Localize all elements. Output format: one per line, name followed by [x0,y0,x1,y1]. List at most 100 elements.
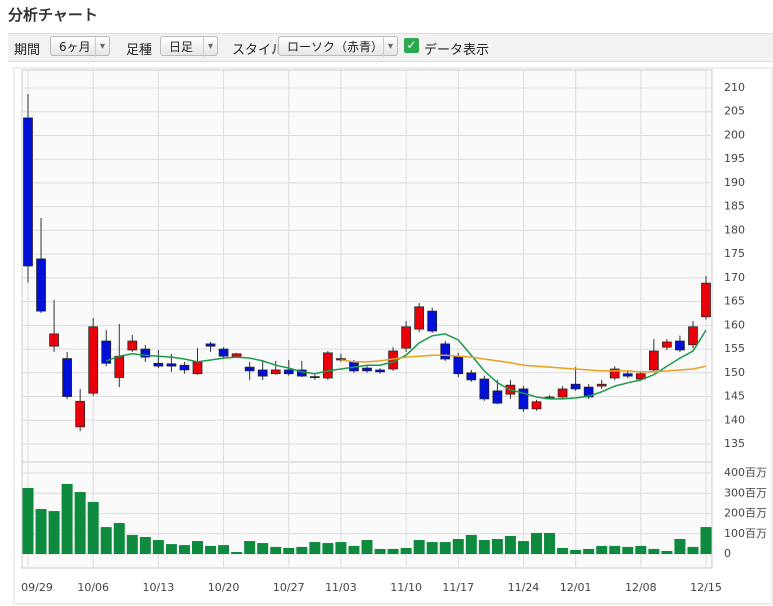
y-tick-label: 100百万 [724,527,767,540]
candle-body [257,369,268,377]
y-tick-label: 200 [724,128,745,141]
volume-bar [335,542,347,554]
kind-select[interactable]: 日足 [160,36,218,57]
volume-bar [700,527,712,554]
volume-bar [452,539,464,554]
volume-bar [139,536,151,554]
volume-bar [270,546,282,554]
y-tick-label: 300百万 [724,486,767,499]
y-tick-label: 205 [724,105,745,118]
y-tick-label: 140 [724,413,745,426]
candle-body [49,333,59,347]
volume-bar [322,543,334,554]
candle-body [283,369,294,375]
candle-body [662,341,672,348]
x-tick-label: 12/01 [560,581,592,594]
candle-body [23,117,33,267]
volume-bar [231,551,243,554]
x-tick-label: 12/15 [690,581,722,594]
volume-bar [687,546,699,554]
candle-body [466,372,477,381]
period-select[interactable]: 6ヶ月 [50,36,110,57]
kind-label: 足種 [126,43,153,58]
volume-bar [152,540,164,554]
volume-bar [165,544,177,554]
candle-body [36,258,46,312]
volume-bar [583,548,595,554]
y-tick-label: 200百万 [724,507,767,520]
y-tick-label: 210 [724,81,745,94]
volume-bar [465,534,477,554]
x-tick-label: 11/10 [390,581,422,594]
candle-body [518,388,529,410]
x-tick-label: 11/03 [325,581,357,594]
volume-bar [126,534,138,554]
volume-bar [283,547,295,554]
moving-average [340,354,707,373]
volume-bar [661,550,673,554]
volume-bar [557,547,569,554]
candle-body [309,376,320,378]
volume-bar [674,539,686,554]
volume-bar [100,527,112,554]
y-tick-label: 0 [724,547,731,560]
volume-bar [648,548,660,554]
volume-bar [570,549,582,554]
volume-bar [609,545,621,554]
x-tick-label: 11/17 [442,581,474,594]
volume-bar [22,487,34,554]
candle-body [583,386,594,398]
candle-body [62,358,72,397]
volume-bar [61,483,73,554]
candle-body [440,343,451,360]
candle-body [101,340,112,364]
candle-body [153,362,164,367]
candle-body [218,348,229,357]
x-tick-label: 10/13 [143,581,175,594]
x-tick-label: 09/29 [21,581,53,594]
candle-body [362,367,372,372]
x-tick-label: 10/06 [77,581,109,594]
x-tick-label: 12/08 [625,581,657,594]
volume-bar [531,532,542,554]
volume-bar [35,509,47,554]
period-label: 期間 [14,43,41,58]
checkbox[interactable]: ✓ [404,38,419,53]
x-tick-label: 10/27 [273,581,305,594]
y-tick-label: 165 [724,295,745,308]
y-tick-label: 145 [724,390,745,403]
y-tick-label: 400百万 [724,466,767,479]
volume-bar [87,501,99,554]
volume-bar [361,540,373,554]
y-tick-label: 170 [724,271,745,284]
volume-bar [596,545,608,554]
candle-body [596,383,607,387]
volume-bar [635,545,647,554]
x-tick-label: 11/24 [508,581,540,594]
y-tick-label: 185 [724,200,745,213]
candle-body [401,326,411,349]
checkbox-label[interactable]: データ表示 [424,43,490,58]
x-tick-label: 10/20 [208,581,240,594]
candle-body [114,355,125,378]
volume-bar [517,541,529,554]
volume-bar [544,532,556,554]
page-title: 分析チャート [8,6,98,24]
volume-bar [491,539,503,554]
candle-body [635,373,646,380]
candle-body [427,310,438,332]
volume-bar [348,545,360,554]
style-select[interactable]: ローソク（赤青） [278,36,398,57]
volume-bar [387,548,399,554]
style-label: スタイル [232,43,285,58]
volume-bar [504,535,516,554]
volume-bar [192,541,203,554]
volume-bar [439,542,451,554]
panel [21,69,713,463]
candle-body [414,306,425,330]
y-tick-label: 160 [724,318,745,331]
y-tick-label: 135 [724,437,745,450]
candle-body [270,369,281,375]
candle-body [140,348,151,358]
toolbar: 期間 6ヶ月 足種 日足 スタイル ローソク（赤青） ✓ データ表示 [8,33,773,62]
